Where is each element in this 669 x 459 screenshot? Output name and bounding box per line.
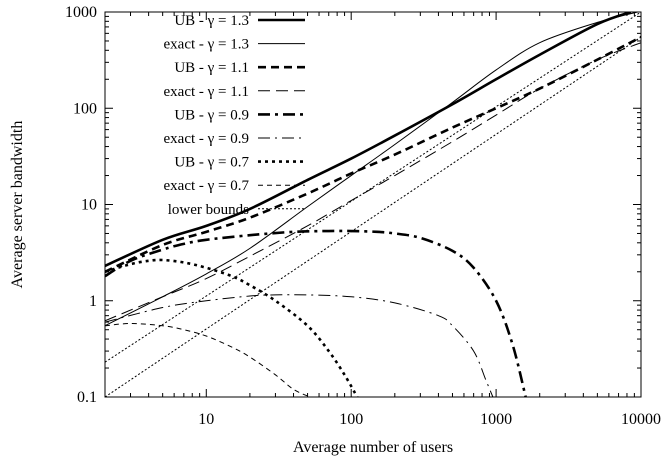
series-line-6 [105, 294, 494, 397]
series-line-4 [105, 42, 641, 322]
series-line-2 [105, 12, 638, 327]
legend-label: UB - γ = 0.9 [174, 107, 249, 123]
y-tick-label: 0.1 [77, 389, 97, 406]
x-axis-label: Average number of users [293, 439, 453, 456]
series-line-1 [105, 12, 632, 268]
ticks-layer: 0.1 1 10 100 1000 10 100 1000 10000 [65, 4, 661, 428]
series-layer [105, 12, 641, 397]
series-line-9 [105, 12, 641, 363]
series-line-7 [105, 258, 359, 397]
y-tick-label: 100 [73, 100, 97, 117]
legend-label: exact - γ = 1.3 [164, 37, 249, 53]
series-line-8 [105, 323, 311, 397]
legend-label: UB - γ = 1.3 [174, 13, 249, 29]
x-tick-label: 100 [339, 411, 363, 428]
series-line-3 [105, 35, 641, 273]
y-axis-label: Average server bandwidth [9, 121, 26, 289]
legend-label: exact - γ = 0.7 [164, 178, 250, 194]
legend-label: lower bounds [168, 202, 249, 218]
y-tick-label: 10 [81, 197, 97, 214]
x-tick-label: 1000 [480, 411, 512, 428]
plot-frame [104, 11, 642, 398]
x-tick-label: 10 [198, 411, 214, 428]
legend-label: UB - γ = 1.1 [174, 60, 249, 76]
x-tick-label: 10000 [621, 411, 661, 428]
legend-label: exact - γ = 0.9 [164, 131, 249, 147]
y-tick-label: 1000 [65, 4, 97, 21]
legend-label: exact - γ = 1.1 [164, 84, 249, 100]
legend-label: UB - γ = 0.7 [174, 155, 249, 171]
legend: UB - γ = 1.3 exact - γ = 1.3 UB - γ = 1.1 e… [164, 13, 305, 218]
series-line-5 [105, 229, 527, 397]
y-tick-label: 1 [89, 293, 97, 310]
